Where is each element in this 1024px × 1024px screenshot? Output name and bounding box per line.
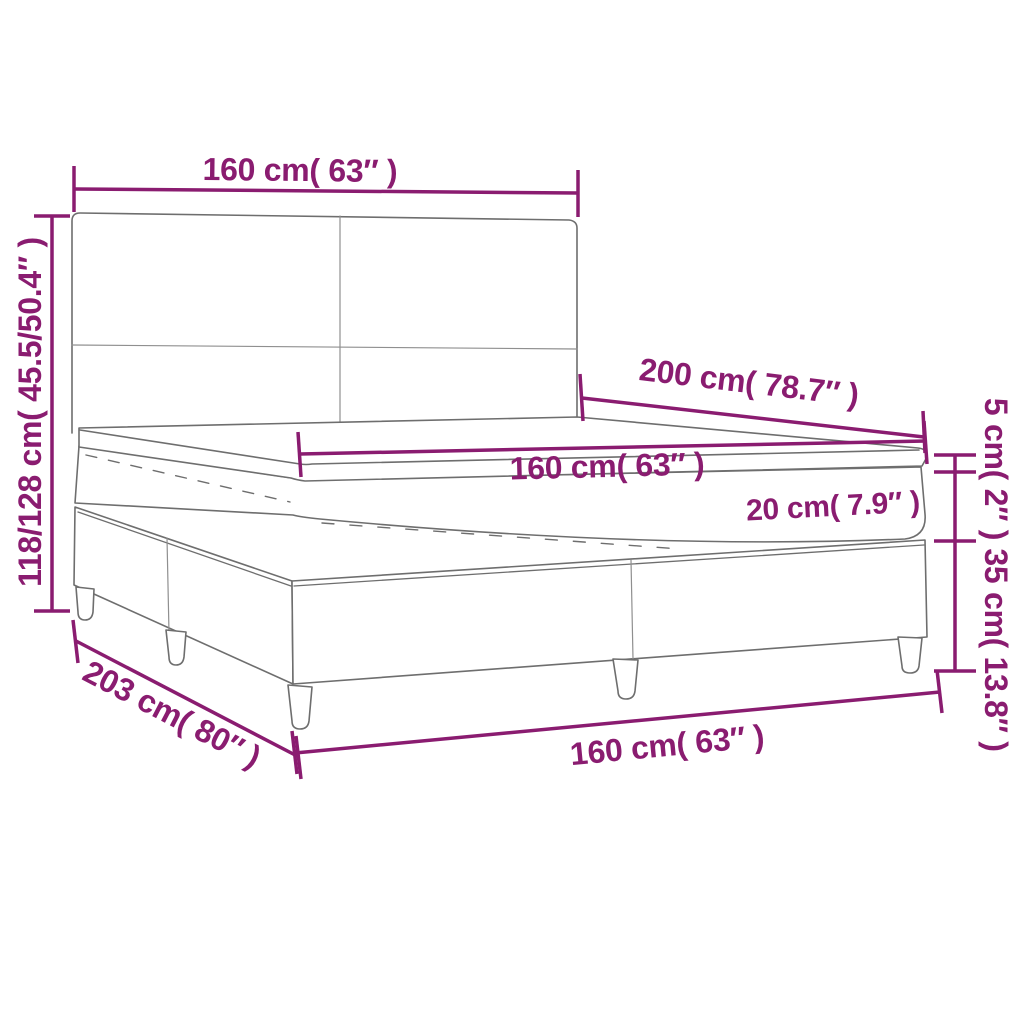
overall-height-label: 118/128 cm( 45.5/50.4″ ) [12,237,48,587]
headboard-width-label: 160 cm( 63″ ) [202,150,398,190]
headboard [71,212,578,434]
dim-topper-and-base-height-lines [934,453,976,673]
dim-headboard-width-lines [72,166,580,217]
bed-base [73,506,928,685]
dim-frame-length-lines [71,619,303,780]
dim-overall-height-lines [34,214,70,613]
dim-frame-width-lines [290,669,944,775]
base-height-label: 35 cm( 13.8″ ) [978,548,1014,752]
dim-mattress-width-lines [296,420,929,478]
topper-height-label: 5 cm( 2″ ) [978,397,1014,541]
bed-legs [75,586,923,730]
mattress [74,445,926,550]
mattress-width-label: 160 cm( 63″ ) [509,445,705,487]
